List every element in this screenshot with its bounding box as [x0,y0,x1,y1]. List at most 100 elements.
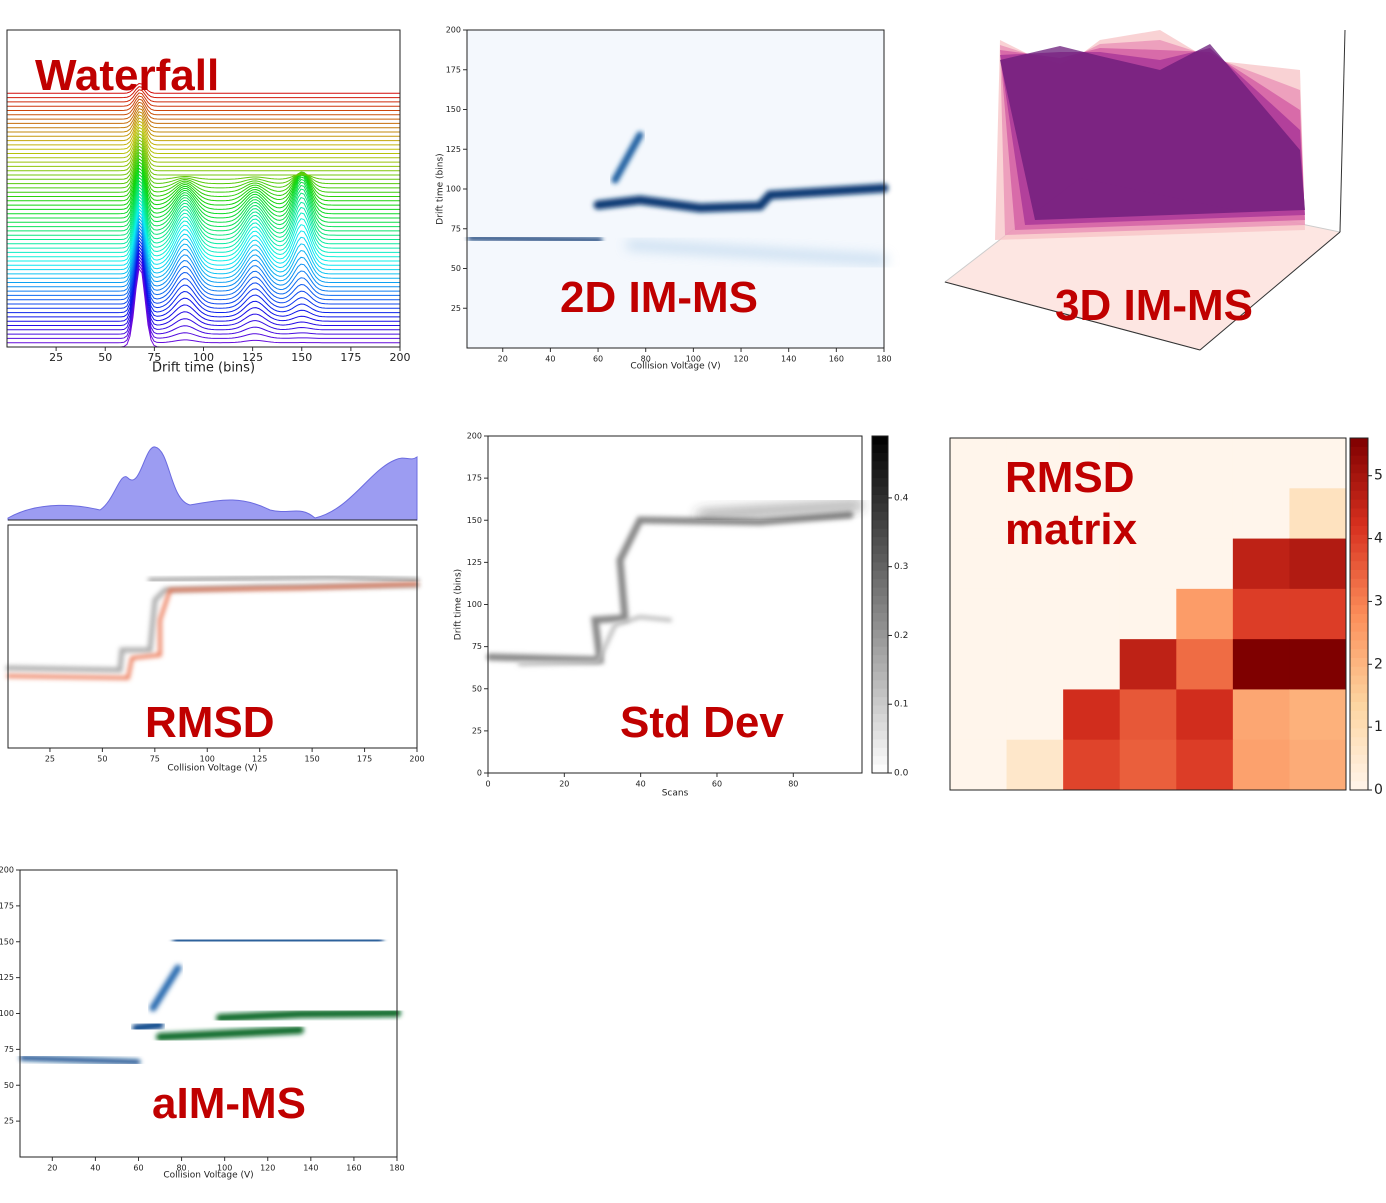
waterfall-trace [7,242,400,314]
waterfall-trace [7,98,400,116]
colorbar-step [1350,578,1368,589]
plot-frame [19,869,398,1158]
waterfall-trace [7,107,400,129]
plot-frame [487,435,863,774]
colorbar-step [872,714,888,723]
matrix-cell [1119,739,1177,791]
y-tick-label: 175 [467,474,482,483]
x-tick-label: 60 [133,1164,143,1173]
waterfall-trace [7,157,400,197]
colorbar-tick-label: 2 [1374,656,1383,672]
y-axis-label: Drift time (bins) [454,569,464,640]
x-tick-label: 180 [389,1164,404,1173]
waterfall-trace [7,229,400,296]
matrix-cell [1006,639,1064,690]
matrix-cell [1232,739,1290,791]
colorbar-step [1350,640,1368,650]
y-tick-label: 75 [451,224,461,233]
x-tick-label: 100 [200,755,215,764]
x-tick-label: 125 [242,351,263,364]
waterfall-trace [7,251,400,326]
colorbar-step [872,486,888,496]
colorbar-tick-label: 1 [1374,719,1383,735]
colorbar-tick-label: 5 [1374,468,1383,484]
x-tick-label: 200 [409,755,424,764]
waterfall-trace [7,95,400,111]
colorbar-step [872,612,888,622]
colorbar-step [1350,622,1368,633]
x-tick-label: 100 [217,1164,232,1173]
y-tick-label: 100 [446,185,461,194]
colorbar-step [1350,552,1368,562]
colorbar-step [1350,737,1368,747]
y-tick-label: 25 [451,304,461,313]
colorbar-step [872,553,888,563]
waterfall-trace [7,257,400,335]
colorbar-step [1350,587,1368,597]
colorbar-step [872,629,888,639]
y-tick-label: 200 [0,866,14,875]
waterfall-trace [7,214,400,275]
waterfall-trace [7,217,400,279]
x-tick-label: 180 [876,355,891,364]
colorbar-step [872,469,888,479]
x-tick-label: 75 [150,755,160,764]
colorbar-step [872,722,888,732]
waterfall-trace [7,151,400,189]
colorbar-step [1350,517,1368,527]
colorbar-step [1350,543,1368,553]
colorbar-step [1350,702,1368,712]
waterfall-trace [7,254,400,331]
x-axis-label: Scans [662,789,689,799]
x-axis-label: Collision Voltage (V) [163,1171,253,1181]
colorbar-tick-label: 0.3 [894,562,908,572]
waterfall-trace [7,192,400,245]
colorbar-step [1350,534,1368,545]
x-tick-label: 100 [193,351,214,364]
matrix-cell [1176,488,1234,540]
colorbar-frame [1349,437,1369,791]
matrix-cell [1006,588,1064,640]
colorbar-step [1350,490,1368,501]
y-tick-label: 125 [446,145,461,154]
x-tick-label: 20 [47,1164,57,1173]
waterfall-trace [7,245,400,318]
x-tick-label: 120 [260,1164,275,1173]
colorbar-step [1350,614,1368,624]
x-tick-label: 125 [252,755,267,764]
waterfall-trace [7,145,400,180]
matrix-cell [1289,588,1347,640]
y-tick-label: 125 [467,558,482,567]
colorbar-step [1350,508,1368,518]
matrix-cell [1289,639,1347,690]
matrix-cell [1289,739,1347,791]
colorbar-step [872,461,888,471]
x-tick-label: 150 [304,755,319,764]
colorbar-step [872,739,888,749]
panel-title: RMSD [145,698,275,747]
x-tick-label: 20 [559,780,569,789]
colorbar-tick-label: 3 [1374,593,1383,609]
matrix-cell [950,588,1008,640]
colorbar-step [872,638,888,648]
profile-area [7,446,418,521]
x-tick-label: 160 [346,1164,361,1173]
colorbar-step [1350,570,1368,580]
x-tick-label: 75 [147,351,161,364]
colorbar-step [872,655,888,664]
heat-band [156,1026,304,1041]
waterfall-trace [7,154,400,193]
waterfall-trace [7,120,400,146]
matrix-cell [1063,588,1121,640]
matrix-cell [1063,438,1121,489]
waterfall-trace [7,111,400,133]
waterfall-trace [7,126,400,154]
matrix-cell [1119,488,1177,540]
waterfall-trace [7,123,400,150]
y-axis-label: Drift time (bins) [436,153,446,224]
waterfall-trace [7,226,400,292]
colorbar-step [872,697,888,707]
colorbar-step [1350,746,1368,756]
matrix-cell [1289,538,1347,590]
